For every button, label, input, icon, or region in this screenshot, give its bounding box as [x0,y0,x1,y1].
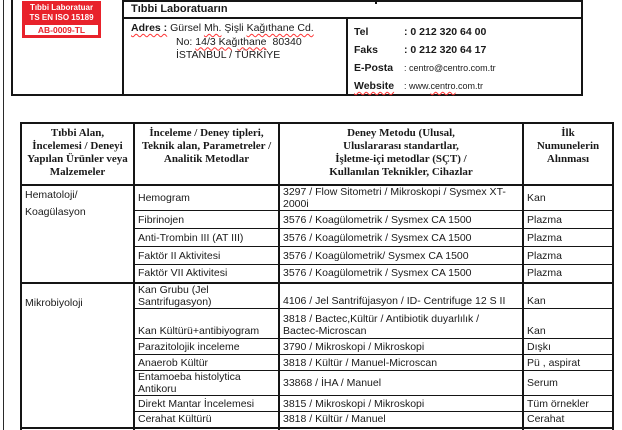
faks-value: : 0 212 320 64 17 [404,44,487,56]
header-test-method: Deney Metodu (Ulusal, Uluslararası stand… [278,122,524,186]
cell-method: 3818 / Bactec,Kültür / Antibiotik duyarl… [278,308,524,339]
faks-label: Faks [354,44,378,56]
table-row: Moleküler Mikrobiyoloji HCV RNA, kantita… [20,426,614,430]
address-line-2: No: 14/3 Kağıthane 80340 [176,36,346,50]
cell-method: 3818 / Kültür / Manuel [278,411,524,428]
cell-param: Entamoeba histolytica Antikoru [133,370,280,396]
cell-area: Mikrobiyoloji [20,281,135,428]
address-text: Mh. [203,22,222,34]
cell-method: 3576 / Koagülometrik/ Sysmex CA 1500 [278,246,524,265]
cell-sample: Kan [522,281,614,309]
cell-param: Anaerob Kültür [133,354,280,371]
table-row: Hematoloji/ Koagülasyon Hemogram 3297 / … [20,184,614,283]
lab-details-body: Adres : Gürsel Mh. Şişli Kağıthane Cd. N… [124,19,581,94]
cell-sample: Pü , aspirat [522,354,614,371]
cell-param: Cerahat Kültürü [133,411,280,428]
eposta-label: E-Posta [354,62,394,74]
cell-sample: Plazma [522,264,614,283]
eposta-value: : centro@centro.com.tr [404,63,496,73]
table-row: Faktör II Aktivitesi 3576 / Koagülometri… [21,246,614,265]
page-edge-line [3,0,4,430]
cell-method: 3815 / Mikroskopi / Mikroskopi [278,395,524,412]
cell-param: Faktör II Aktivitesi [133,246,280,265]
cell-method: 3576 / Koagülometrik / Sysmex CA 1500 [278,210,524,229]
address-text: 80340 [272,35,302,48]
contact-row-faks: Faks : 0 212 320 64 17 [354,41,581,59]
scope-table: Tıbbi Alan, İncelemesi / Deneyi Yapılan … [20,122,614,430]
cutoff-row-divider [375,0,377,4]
address-text: No: [176,35,196,48]
cell-param: Kan Grubu (Jel Santrifugasyon) [133,281,280,309]
lab-section-title: Tıbbi Laboratuarın [124,0,581,19]
header-medical-field: Tıbbi Alan, İncelemesi / Deneyi Yapılan … [20,122,135,186]
accreditation-number: AB-0009-TL [25,25,98,35]
cell-param: Direkt Mantar İncelemesi [133,395,280,412]
cell-method: 3773 / PCR / Cobas Taqman 48 [278,426,524,430]
address-text: Gürsel [170,22,204,34]
address-text: 14/3 Kağıthane [195,35,267,48]
cell-method: 3576 / Koagülometrik / Sysmex CA 1500 [278,264,524,283]
cell-param: Kan Kültürü+antibiyogram [133,308,280,339]
cutoff-row-border [122,0,583,2]
cell-sample: Serum [522,370,614,396]
cell-sample: Dışkı [522,338,614,355]
address-line-1: Adres : Gürsel Mh. Şişli Kağıthane Cd. [131,22,346,36]
table-header-row: Tıbbi Alan, İncelemesi / Deneyi Yapılan … [20,122,614,186]
table-row: Fibrinojen 3576 / Koagülometrik / Sysmex… [21,210,614,229]
cell-sample: Plazma [522,426,614,430]
cell-method: 3818 / Kültür / Manuel-Microscan [278,354,524,371]
website-value: : www.centro.com.tr [404,77,483,95]
cell-param: Hemogram [133,184,280,211]
contact-block: Tel : 0 212 320 64 00 Faks : 0 212 320 6… [348,19,581,94]
cell-method: 3297 / Flow Sitometri / Mikroskopi / Sys… [278,184,524,211]
address-line-3: İSTANBUL / TÜRKİYE [176,49,281,61]
cell-param: Faktör VII Aktivitesi [133,264,280,283]
cell-sample: Kan [522,308,614,339]
website-label: Website [354,80,395,92]
cell-method: 3576 / Koagülometrik / Sysmex CA 1500 [278,228,524,247]
address-label: Adres : [131,22,168,34]
accreditation-logo-cell: Tıbbi Laboratuar TS EN ISO 15189 AB-0009… [13,0,124,94]
cell-sample: Plazma [522,210,614,229]
cell-sample: Cerahat [522,411,614,428]
contact-row-website: Website : www.centro.com.tr [354,77,581,95]
table-row: Entamoeba histolytica Antikoru 33868 / İ… [21,370,614,396]
badge-line-1: Tıbbi Laboratuar [29,3,94,12]
cell-method: 3790 / Mikroskopi / Mikroskopi [278,338,524,355]
lab-info-box: Tıbbi Laboratuar TS EN ISO 15189 AB-0009… [11,0,583,96]
table-row: Mikrobiyoloji Kan Grubu (Jel Santrifugas… [20,281,614,428]
cell-param: Fibrinojen [133,210,280,229]
table-row: Faktör VII Aktivitesi 3576 / Koagülometr… [21,264,614,283]
cell-method: 33868 / İHA / Manuel [278,370,524,396]
cell-sample: Kan [522,184,614,211]
header-first-samples: İlk Numunelerin Alınması [522,122,614,186]
tel-value: : 0 212 320 64 00 [404,26,487,38]
address-block: Adres : Gürsel Mh. Şişli Kağıthane Cd. N… [124,19,348,94]
cell-method: 4106 / Jel Santrifüjasyon / ID- Centrifu… [278,281,524,309]
cell-sample: Tüm örnekler [522,395,614,412]
website-text: : www. [404,81,431,91]
contact-row-eposta: E-Posta : centro@centro.com.tr [354,59,581,77]
address-text: Kağıthane Cd. [246,22,314,34]
lab-details: Tıbbi Laboratuarın Adres : Gürsel Mh. Şi… [124,0,581,94]
cell-param: Parazitolojik inceleme [133,338,280,355]
website-text: centro [430,81,456,91]
table-row: Anaerob Kültür 3818 / Kültür / Manuel-Mi… [21,354,614,371]
cell-sample: Plazma [522,228,614,247]
header-test-types: İnceleme / Deney tipleri, Teknik alan, P… [133,122,280,186]
cell-area: Hematoloji/ Koagülasyon [20,184,135,283]
website-text: .com.tr [455,81,484,91]
accreditation-badge: Tıbbi Laboratuar TS EN ISO 15189 AB-0009… [22,1,101,38]
badge-line-2: TS EN ISO 15189 [29,13,94,22]
cell-sample: Plazma [522,246,614,265]
address-text: Şişli [221,22,247,34]
tel-label: Tel [354,26,369,38]
contact-row-tel: Tel : 0 212 320 64 00 [354,23,581,41]
cell-param: Anti-Trombin III (AT III) [133,228,280,247]
